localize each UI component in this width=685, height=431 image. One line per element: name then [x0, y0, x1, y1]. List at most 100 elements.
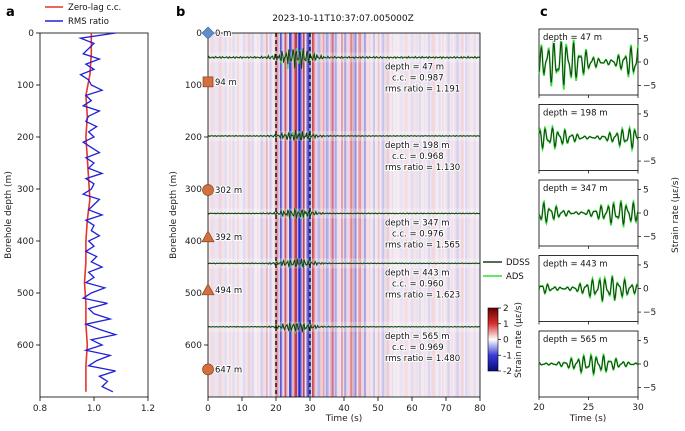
colorbar-label: Strain rate (με/s)	[514, 302, 524, 378]
y-tick-label: 300	[185, 185, 202, 195]
heatmap-stripe	[316, 33, 319, 397]
marker-circle	[202, 184, 214, 196]
y-tick-label: −5	[643, 384, 656, 394]
y-tick-label: 100	[185, 81, 202, 91]
marker-triangle	[201, 230, 215, 243]
heatmap-stripe	[374, 33, 377, 397]
heatmap-stripe	[448, 33, 450, 397]
heatmap-stripe	[290, 33, 293, 397]
panel-label-b: b	[176, 5, 185, 20]
x-tick-label: 10	[236, 404, 248, 414]
trace-rms-label: rms ratio = 1.565	[385, 240, 460, 250]
y-tick-label: 600	[17, 341, 34, 351]
marker-label: 94 m	[215, 78, 237, 88]
heatmap-stripe	[376, 33, 378, 397]
ddss-trace	[538, 202, 639, 226]
trace-cc-label: c.c. = 0.960	[392, 279, 444, 289]
y-tick-label: 5	[643, 185, 649, 195]
x-tick-label: 40	[338, 404, 350, 414]
heatmap-stripe	[270, 33, 273, 397]
y-tick-label: 0	[643, 360, 649, 370]
x-tick-label: 70	[440, 404, 452, 414]
legend-label-ads: ADS	[506, 272, 524, 282]
y-tick-label: 200	[185, 133, 202, 143]
heatmap-stripe	[273, 33, 276, 397]
heatmap-stripe	[380, 33, 383, 397]
y-tick-label: 500	[17, 289, 34, 299]
cc-series-line	[83, 33, 93, 392]
heatmap-stripe	[466, 33, 469, 397]
heatmap-stripe	[362, 33, 365, 397]
heatmap-stripe	[451, 33, 453, 397]
y-tick-label: 100	[17, 81, 34, 91]
heatmap-stripe	[257, 33, 259, 397]
y-tick-label: −5	[643, 308, 656, 318]
heatmap-stripe	[474, 33, 476, 397]
x-tick-label: 30	[304, 404, 316, 414]
panel-a-frame	[39, 32, 149, 398]
y-tick-label: 400	[185, 237, 202, 247]
heatmap-stripe	[301, 33, 303, 397]
heatmap-stripe	[217, 33, 219, 397]
panel-c-xlabel: Time (s)	[569, 414, 607, 424]
heatmap-stripe	[354, 33, 357, 397]
heatmap-stripe	[322, 33, 325, 397]
heatmap-stripe	[214, 33, 216, 397]
heatmap-stripe	[462, 33, 464, 397]
y-tick-label: 600	[185, 341, 202, 351]
panel-a-series	[77, 32, 119, 393]
y-tick-label: 400	[17, 237, 34, 247]
heatmap-stripe	[377, 33, 380, 397]
panel-b-xlabel: Time (s)	[325, 414, 363, 424]
heatmap-stripe	[353, 33, 356, 397]
heatmap-stripe	[472, 33, 475, 397]
ddss-trace	[538, 275, 639, 302]
marker-label: 647 m	[215, 365, 242, 375]
heatmap-stripe	[465, 33, 467, 397]
heatmap-stripe	[215, 33, 218, 397]
heatmap-stripe	[333, 33, 336, 397]
ddss-trace	[207, 48, 481, 69]
trace-cc-label: c.c. = 0.976	[392, 229, 444, 239]
heatmap-stripe	[246, 33, 248, 397]
colorbar-tick-label: -2	[503, 367, 512, 377]
heatmap-stripe	[321, 33, 323, 397]
panel-c-subplot: depth = 443 m 5 0 −5	[538, 255, 656, 325]
heatmap-stripe	[220, 33, 222, 397]
y-tick-label: 5	[643, 261, 649, 271]
heatmap-stripe	[442, 33, 444, 397]
heatmap-stripe	[477, 33, 479, 397]
heatmap-stripe	[417, 33, 420, 397]
y-tick-label: 5	[643, 336, 649, 346]
marker-label: 302 m	[215, 186, 242, 196]
y-tick-label: 5	[643, 110, 649, 120]
heatmap-stripe	[341, 33, 343, 397]
heatmap-stripe	[429, 33, 432, 397]
panel-b: 2023-10-11T10:37:07.005000Z 0 10 20 30 40 50 6…	[169, 14, 530, 424]
heatmap-stripe	[410, 33, 412, 397]
x-tick-label: 50	[372, 404, 384, 414]
panel-b-heatmap	[208, 33, 481, 397]
heatmap-stripe	[414, 33, 417, 397]
heatmap-stripe	[209, 33, 212, 397]
heatmap-stripe	[331, 33, 334, 397]
x-tick-label: 0.8	[33, 404, 48, 414]
heatmap-stripe	[287, 33, 290, 397]
heatmap-stripe	[348, 33, 351, 397]
y-tick-label: 300	[17, 185, 34, 195]
heatmap-stripe	[269, 33, 271, 397]
heatmap-stripe	[391, 33, 394, 397]
heatmap-stripe	[263, 33, 265, 397]
panel-c-subplot: depth = 198 m 5 0 −5	[538, 104, 656, 174]
y-tick-label: 0	[643, 209, 649, 219]
ddss-trace	[207, 129, 481, 141]
heatmap-stripe	[325, 33, 328, 397]
heatmap-stripe	[405, 33, 408, 397]
heatmap-stripe	[361, 33, 363, 397]
heatmap-stripe	[468, 33, 470, 397]
colorbar-gradient	[487, 307, 499, 372]
heatmap-stripe	[244, 33, 247, 397]
